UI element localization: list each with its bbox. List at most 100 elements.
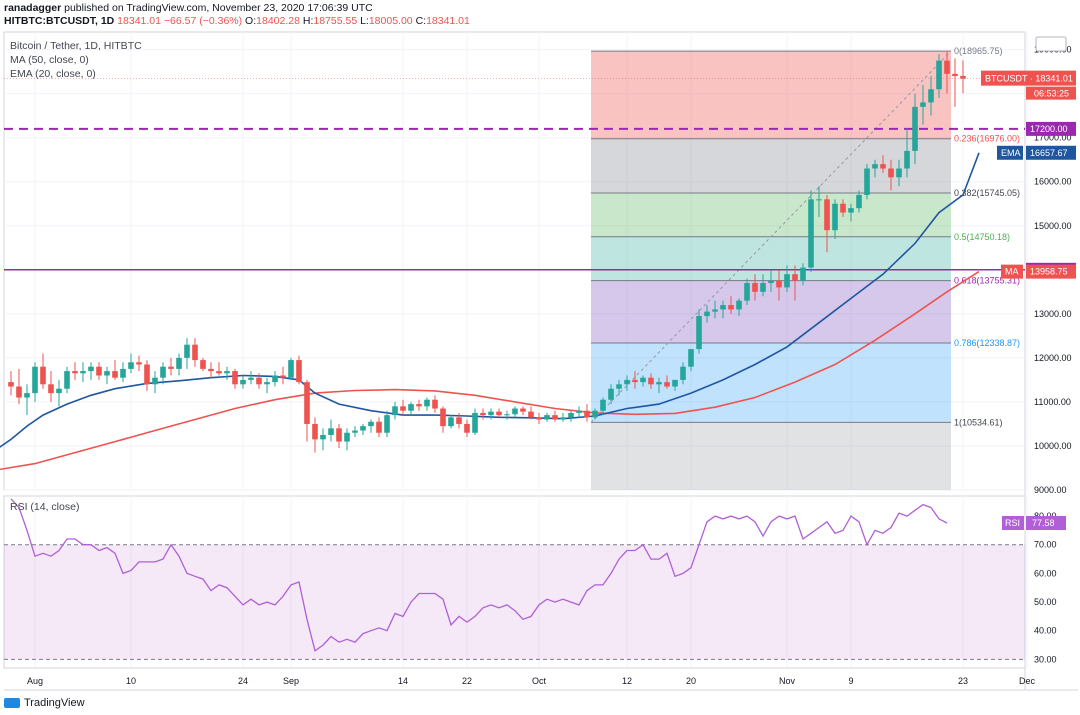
candle-body	[288, 360, 294, 378]
candle-body	[784, 274, 790, 288]
candle-body	[8, 382, 14, 387]
candle-body	[624, 379, 630, 385]
price-tick-label: 9000.00	[1034, 485, 1067, 495]
candle-body	[816, 199, 822, 201]
candle-body	[576, 410, 582, 413]
price-tick-label: 16000.00	[1034, 177, 1072, 187]
candle-body	[480, 412, 486, 416]
high-label: H:	[302, 15, 314, 27]
candle-body	[448, 417, 454, 427]
current-price-text: BTCUSDT · 18341.01	[985, 74, 1073, 84]
candle-body	[296, 360, 302, 383]
candle-body	[336, 428, 342, 442]
candle-body	[136, 362, 142, 365]
rsi-band	[4, 544, 1025, 660]
time-tick-label: 9	[848, 676, 853, 686]
rsi-tick-label: 70.00	[1034, 540, 1057, 550]
fib-zone	[591, 51, 951, 139]
candle-body	[168, 366, 174, 369]
candle-body	[400, 406, 406, 411]
candle-body	[712, 309, 718, 312]
fib-level-label: 0.786(12338.87)	[954, 338, 1020, 348]
price-tick-label: 17000.00	[1034, 133, 1072, 143]
candle-body	[728, 305, 734, 310]
candle-body	[800, 267, 806, 281]
candle-body	[944, 60, 950, 74]
candle-body	[344, 432, 350, 442]
brand-name: TradingView	[24, 697, 85, 709]
candle-body	[872, 164, 878, 169]
candle-body	[864, 168, 870, 195]
ma-tag-value: 13958.75	[1030, 267, 1068, 277]
symbol-ohlc-line: HITBTC:BTCUSDT, 1D 18341.01 −66.57 (−0.3…	[4, 15, 470, 27]
rsi-value-tag: RSI 77.58	[1002, 516, 1066, 531]
current-price-tag: BTCUSDT · 18341.01 06:53:25	[981, 70, 1076, 100]
ma-indicator-label[interactable]: MA (50, close, 0)	[10, 54, 89, 66]
chart-title: Bitcoin / Tether, 1D, HITBTC	[10, 40, 142, 52]
candle-body	[544, 415, 550, 420]
candle-body	[704, 311, 710, 317]
candle-body	[752, 283, 758, 292]
rsi-tick-label: 60.00	[1034, 568, 1057, 578]
support-price-tag: 17200.00	[1026, 121, 1076, 136]
countdown-text: 06:53:25	[1034, 89, 1069, 99]
candle-body	[552, 415, 558, 420]
candle-body	[264, 382, 270, 385]
published-text: published on TradingView.com, November 2…	[64, 2, 373, 14]
author-name[interactable]: ranadagger	[4, 2, 62, 14]
candle-body	[248, 377, 254, 380]
time-tick-label: 20	[686, 676, 696, 686]
candle-body	[848, 208, 854, 213]
candle-body	[560, 417, 566, 420]
candle-body	[616, 384, 622, 389]
candle-body	[744, 283, 750, 301]
candle-body	[680, 366, 686, 380]
time-tick-label: Sep	[283, 676, 299, 686]
low-value: 18005.00	[368, 15, 413, 27]
candle-body	[424, 399, 430, 407]
candle-body	[208, 368, 214, 372]
candle-body	[120, 368, 126, 378]
candle-body	[472, 412, 478, 433]
tradingview-brand[interactable]: TradingView	[4, 697, 85, 709]
candle-body	[160, 366, 166, 378]
candle-body	[112, 371, 118, 378]
candle-body	[488, 411, 494, 416]
last-price: 18341.01	[117, 15, 161, 27]
fib-level-label: 0.382(15745.05)	[954, 188, 1020, 198]
tradingview-logo-icon	[4, 698, 20, 708]
candle-body	[584, 410, 590, 418]
price-tick-label: 15000.00	[1034, 221, 1072, 231]
candle-body	[320, 434, 326, 440]
time-tick-label: 22	[462, 676, 472, 686]
candle-body	[280, 375, 286, 378]
ema-indicator-label[interactable]: EMA (20, close, 0)	[10, 68, 96, 80]
candle-body	[360, 426, 366, 431]
candle-body	[392, 406, 398, 416]
ma-tag-name: MA	[1005, 267, 1019, 277]
candle-body	[384, 415, 390, 433]
candle-body	[920, 102, 926, 107]
candle-body	[928, 89, 934, 103]
candle-body	[48, 384, 54, 394]
candle-body	[464, 423, 470, 433]
candle-body	[760, 283, 766, 292]
candle-body	[608, 388, 614, 400]
fib-zone	[591, 138, 951, 193]
time-tick-label: 14	[398, 676, 408, 686]
time-tick-label: Nov	[779, 676, 796, 686]
candle-body	[32, 366, 38, 394]
candle-body	[80, 371, 86, 374]
rsi-indicator-label[interactable]: RSI (14, close)	[10, 501, 80, 513]
candle-body	[512, 408, 518, 415]
candle-body	[896, 168, 902, 178]
candle-body	[176, 357, 182, 369]
ema-tag-name: EMA	[1001, 148, 1021, 158]
candle-body	[272, 375, 278, 383]
candle-body	[440, 408, 446, 427]
candle-body	[632, 379, 638, 383]
ema-tag-value: 16657.67	[1030, 148, 1068, 158]
fib-zone	[591, 422, 951, 490]
